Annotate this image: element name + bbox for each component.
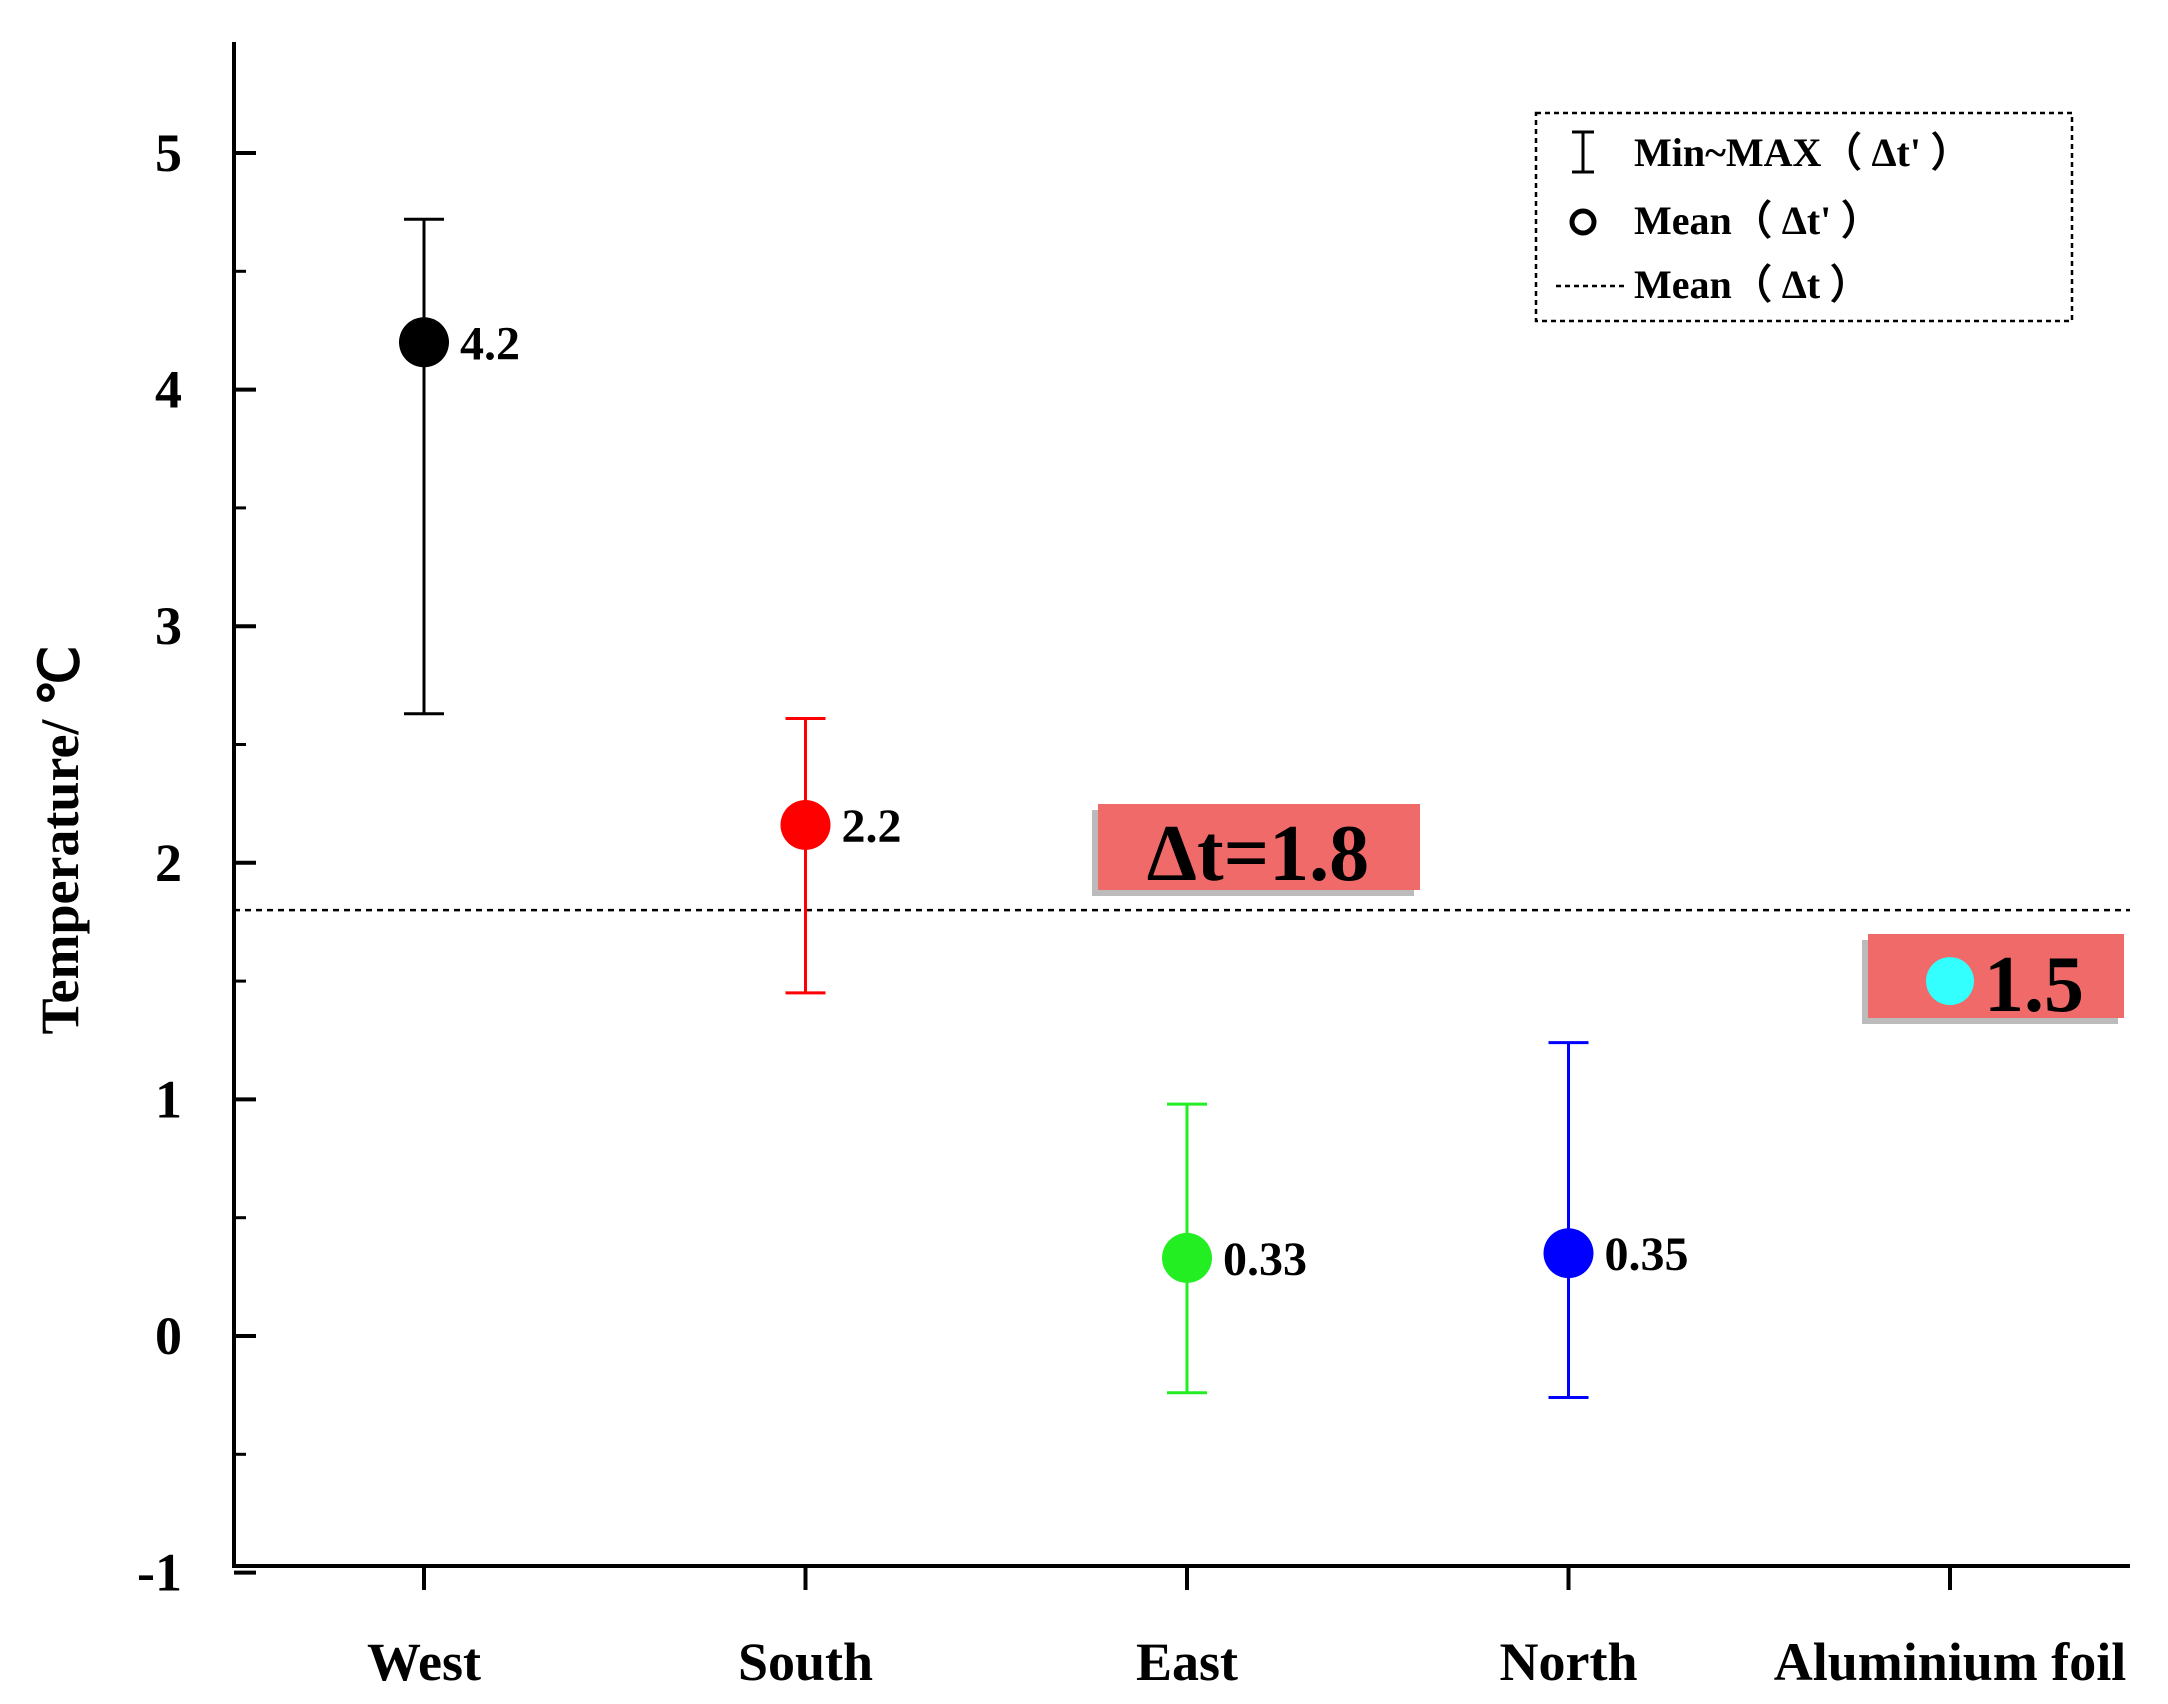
- mean-point: [1162, 1232, 1212, 1283]
- mean-value-label: 0.33: [1223, 1233, 1307, 1286]
- y-tick-label: 4: [155, 360, 182, 420]
- y-axis-title: Temperature/ ℃: [30, 645, 90, 1034]
- mean-points: [399, 317, 1974, 1283]
- legend-mean-prime-text: Mean（ Δt' ）: [1634, 198, 1881, 243]
- y-axis-ticks: -1 0 1 2 3 4 5: [137, 123, 256, 1603]
- legend: Min~MAX（ Δt' ） Mean（ Δt' ） Mean（ Δt ）: [1534, 111, 2074, 323]
- legend-circle-symbol: [1569, 208, 1597, 236]
- mean-value-label: 2.2: [842, 800, 902, 853]
- mean-point: [780, 799, 831, 850]
- data-labels: 4.2 2.2 0.33 0.35 1.5: [460, 317, 2084, 1286]
- y-tick-label: 2: [155, 833, 182, 893]
- y-tick-label: -1: [137, 1543, 182, 1603]
- legend-errorbar-symbol: [1572, 130, 1594, 174]
- x-category-label: West: [367, 1632, 481, 1692]
- reference-line-label: Δt=1.8: [1147, 810, 1369, 898]
- mean-point: [399, 317, 449, 368]
- mean-value-label: 4.2: [460, 317, 520, 370]
- x-axis-ticks: West South East North Aluminium foil: [367, 1566, 2126, 1692]
- y-tick-label: 3: [155, 596, 182, 656]
- mean-value-label: 0.35: [1605, 1228, 1689, 1281]
- legend-box: [1534, 111, 2074, 323]
- mean-point: [1543, 1228, 1594, 1279]
- x-category-label: North: [1500, 1632, 1638, 1692]
- mean-point: [1926, 957, 1974, 1006]
- x-category-label: East: [1136, 1632, 1238, 1692]
- y-tick-label: 5: [155, 123, 182, 183]
- y-tick-label: 1: [155, 1069, 182, 1129]
- y-tick-label: 0: [155, 1306, 182, 1366]
- mean-value-label: 1.5: [1984, 941, 2084, 1029]
- legend-minmax-text: Min~MAX（ Δt' ）: [1634, 130, 1971, 175]
- x-category-label: Aluminium foil: [1774, 1632, 2127, 1692]
- x-category-label: South: [738, 1632, 873, 1692]
- legend-mean-text: Mean（ Δt ）: [1634, 262, 1870, 307]
- aluminium-foil-label-box: [1868, 934, 2124, 1018]
- reference-label-box: [1098, 804, 1420, 890]
